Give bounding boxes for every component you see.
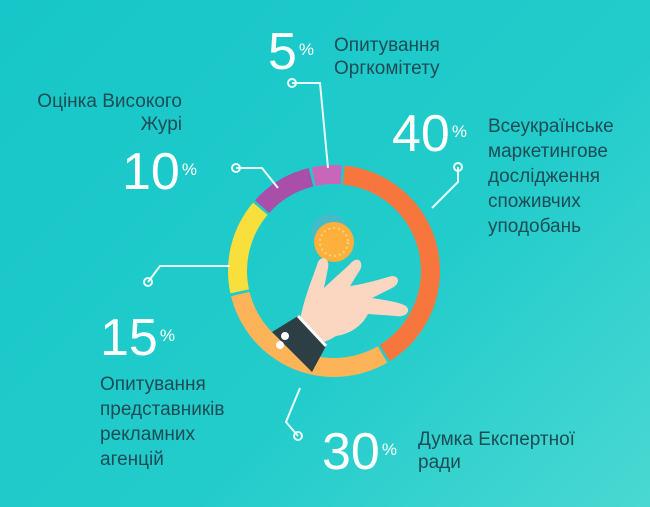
label-marketing: Всеукраїнське маркетингове дослідження спож… <box>488 116 614 237</box>
leader-marketing <box>431 167 459 209</box>
label-jury: Оцінка Високого Журі <box>37 91 182 135</box>
leader-jury-dot <box>231 163 241 173</box>
label-orgcommittee: Опитування Оргкомітету <box>334 35 440 79</box>
leader-jury <box>236 167 279 189</box>
slice-jury <box>254 168 314 214</box>
leader-orgcommittee <box>292 82 329 169</box>
pct-experts: 30% <box>322 423 397 481</box>
hand-holding-coin-icon <box>272 214 409 372</box>
pct-agencies: 15% <box>100 309 175 367</box>
leader-orgcommittee-dot <box>287 78 297 88</box>
leader-experts <box>284 387 301 437</box>
leader-marketing-dot <box>453 162 463 172</box>
leader-agencies <box>147 265 230 283</box>
leader-agencies-dot <box>143 277 153 287</box>
slice-agencies <box>227 202 268 294</box>
label-experts: Думка Експертної ради <box>418 429 575 473</box>
slice-orgcommittee <box>311 165 342 186</box>
leader-experts-dot <box>293 431 303 441</box>
pct-marketing: 40% <box>392 105 467 163</box>
pct-jury: 10% <box>122 143 197 201</box>
label-agencies: Опитування представників рекламних агенцій <box>100 374 225 470</box>
pct-orgcommittee: 5% <box>268 23 315 81</box>
slice-marketing <box>342 165 441 362</box>
